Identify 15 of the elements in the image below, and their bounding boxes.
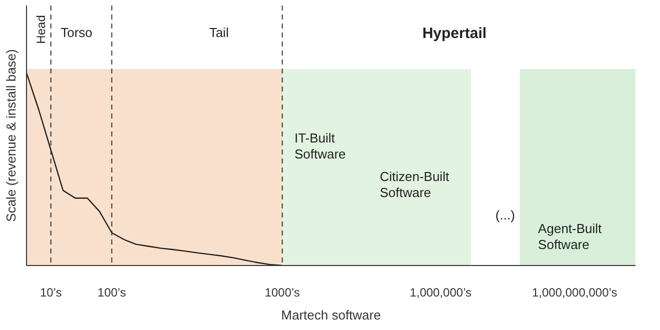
text: Hypertail — [422, 24, 487, 42]
x-tick-label: 1,000,000’s — [410, 286, 472, 300]
text: Head — [34, 15, 48, 44]
annotation: Citizen-Built Software — [380, 169, 450, 200]
x-tick-label: 10’s — [40, 286, 62, 300]
annotation: Agent-Built Software — [538, 221, 602, 252]
x-tick-label: 1,000,000,000’s — [532, 286, 618, 300]
text: Tail — [209, 24, 229, 40]
annotation: (...) — [495, 208, 515, 223]
x-tick-label: 1000’s — [264, 286, 300, 300]
x-tick-label: 100’s — [98, 286, 126, 300]
annotation: IT-Built Software — [294, 130, 346, 162]
y-axis-title: Scale (revenue & install base) — [4, 49, 18, 222]
x-axis-title: Martech software — [281, 308, 381, 322]
text: Torso — [60, 24, 92, 40]
